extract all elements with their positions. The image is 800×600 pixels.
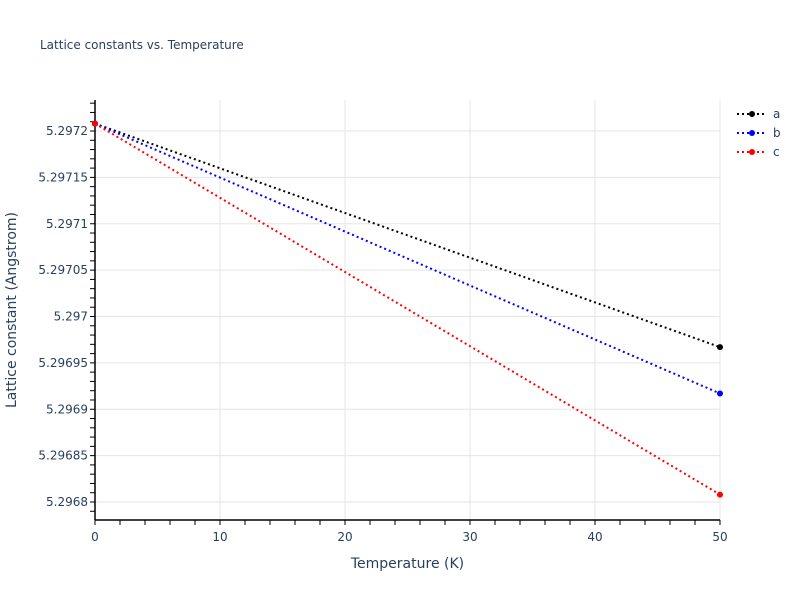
x-tick-label: 10	[212, 530, 227, 544]
x-tick-label: 50	[712, 530, 727, 544]
y-tick-label: 5.29685	[38, 449, 88, 463]
x-tick-label: 20	[337, 530, 352, 544]
legend-label: b	[773, 126, 781, 140]
legend: abc	[737, 107, 781, 159]
chart-title: Lattice constants vs. Temperature	[40, 38, 244, 52]
y-axis-title: Lattice constant (Angstrom)	[4, 212, 20, 408]
series-a	[92, 120, 723, 351]
grid	[95, 100, 721, 520]
y-tick-label: 5.29715	[38, 170, 88, 184]
y-tick-label: 5.2968	[46, 495, 88, 509]
legend-item-a[interactable]: a	[737, 107, 780, 121]
x-tick-label: 40	[587, 530, 602, 544]
y-tick-label: 5.29705	[38, 263, 88, 277]
y-tick-label: 5.2969	[46, 402, 88, 416]
y-tick-label: 5.297	[54, 310, 88, 324]
legend-item-c[interactable]: c	[737, 145, 780, 159]
x-tick-label: 0	[91, 530, 99, 544]
series-c	[92, 120, 723, 498]
x-axis-title: Temperature (K)	[350, 556, 464, 572]
legend-item-b[interactable]: b	[737, 126, 781, 140]
legend-label: a	[773, 107, 780, 121]
y-tick-label: 5.2972	[46, 124, 88, 138]
series-b	[92, 120, 723, 397]
y-tick-label: 5.2971	[46, 217, 88, 231]
x-tick-label: 30	[462, 530, 477, 544]
legend-label: c	[773, 145, 780, 159]
axes	[90, 100, 721, 525]
y-tick-label: 5.29695	[38, 356, 88, 370]
